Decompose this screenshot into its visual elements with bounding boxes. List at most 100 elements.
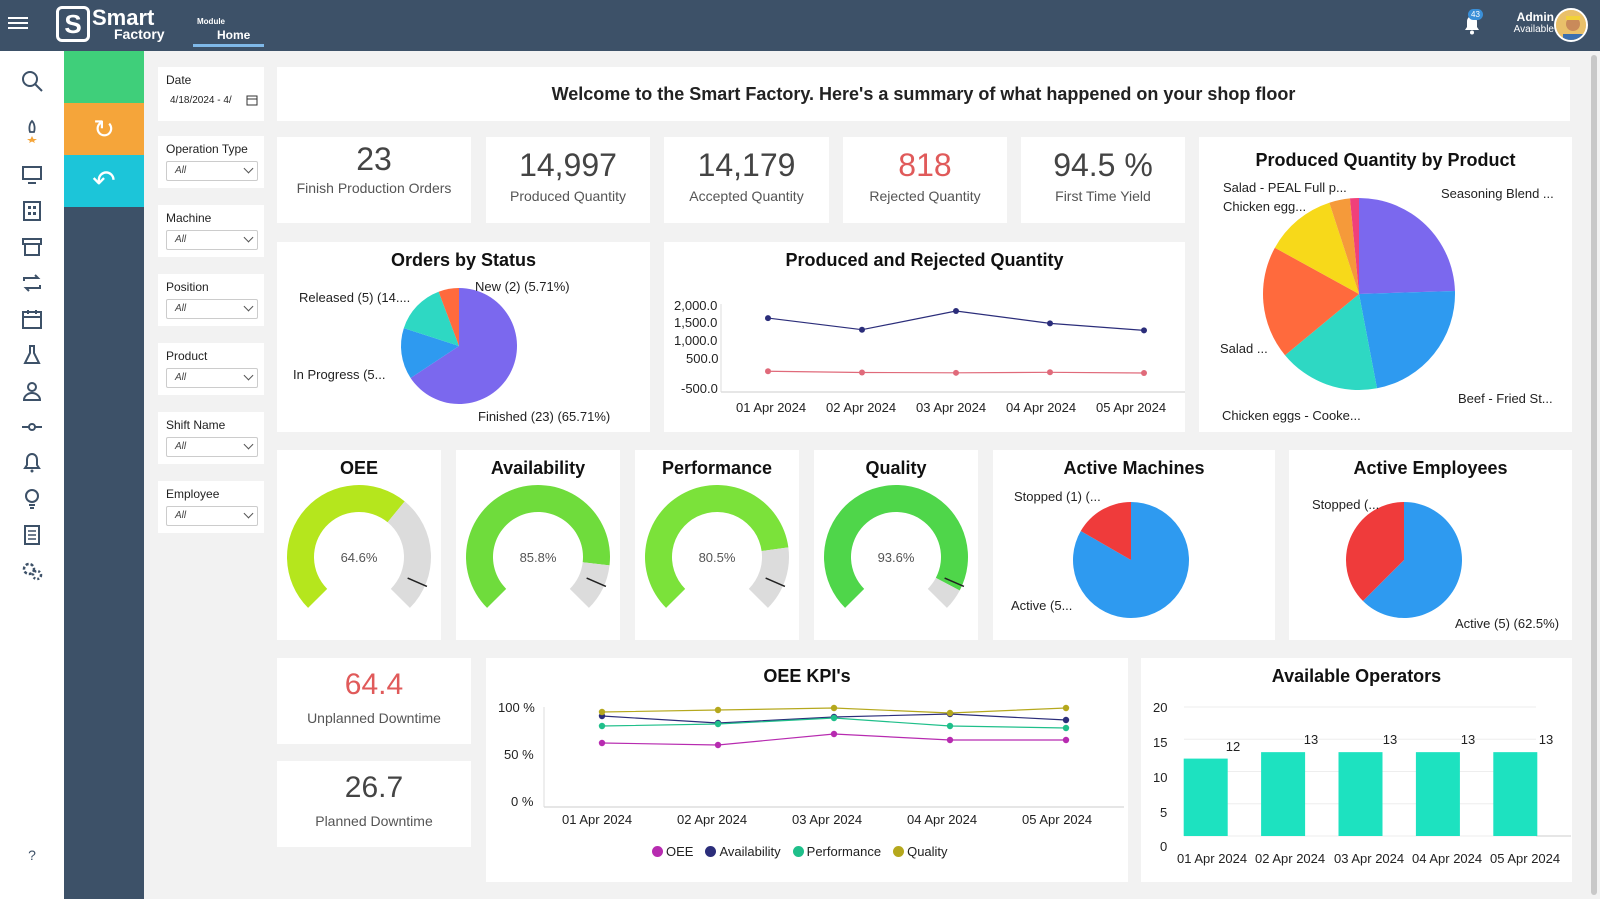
availability-gauge-card: Availability 85.8% — [456, 450, 620, 640]
pie-label-finished: Finished (23) (65.71%) — [478, 409, 611, 424]
repeat-icon[interactable] — [20, 271, 44, 295]
legend-item-availability[interactable]: Availability — [705, 844, 781, 859]
chart-title: OEE KPI's — [763, 666, 851, 686]
app-logo[interactable]: S Smart Factory — [56, 6, 165, 42]
date-range-input[interactable]: 4/18/2024 - 4/ — [166, 92, 258, 109]
kpi-caption: Rejected Quantity — [869, 188, 981, 204]
kpi-produced-quantity: 14,997 Produced Quantity — [486, 137, 650, 223]
kpi-planned-downtime: 26.7 Planned Downtime — [277, 761, 471, 847]
gauge-target-marker — [944, 577, 965, 588]
kpi-caption: Planned Downtime — [315, 813, 433, 829]
pie-slice — [410, 288, 517, 404]
data-point — [714, 741, 722, 749]
kpi-caption: Unplanned Downtime — [307, 710, 441, 726]
building-icon[interactable] — [20, 199, 44, 223]
bell-icon[interactable] — [20, 451, 44, 475]
back-button[interactable]: ↶ — [64, 155, 144, 207]
gauge-value: 93.6% — [877, 550, 915, 565]
x-tick: 01 Apr 2024 — [562, 812, 633, 827]
data-point — [830, 704, 838, 712]
pie-label-new: New (2) (5.71%) — [475, 279, 570, 294]
active-employees-chart — [1346, 502, 1462, 618]
pie-label-in-progress: In Progress (5... — [293, 367, 386, 382]
chart-legend: OEE Availability Performance Quality — [652, 844, 948, 859]
gauge-remaining-arc — [569, 562, 610, 608]
gauge-remaining-arc — [387, 501, 431, 608]
shift-name-select[interactable]: All — [166, 437, 258, 457]
data-point — [598, 739, 606, 747]
lightbulb-icon[interactable] — [20, 487, 44, 511]
x-tick: 01 Apr 2024 — [1177, 851, 1248, 866]
pie-label: Salad - PEAL Full p... — [1223, 180, 1347, 195]
scrollbar-thumb[interactable] — [1591, 55, 1597, 895]
quick-action-green[interactable] — [64, 51, 144, 103]
rocket-icon[interactable] — [20, 119, 44, 143]
chart-title: Quality — [865, 458, 927, 478]
flask-icon[interactable] — [20, 343, 44, 367]
pie-slice — [1285, 294, 1377, 390]
pie-slice — [1329, 198, 1359, 294]
pie-slice — [1359, 198, 1455, 294]
bar — [1261, 752, 1306, 836]
calendar-icon[interactable] — [246, 94, 258, 106]
y-tick: 10 — [1153, 770, 1168, 785]
user-status: Available — [1513, 24, 1554, 35]
document-icon[interactable] — [20, 523, 44, 547]
kpi-value: 26.7 — [344, 771, 404, 804]
monitor-icon[interactable] — [20, 163, 44, 187]
chevron-down-icon — [243, 301, 254, 312]
pie-slice — [438, 288, 459, 346]
legend-dot — [705, 846, 717, 857]
employee-select[interactable]: All — [166, 506, 258, 526]
user-info[interactable]: Admin Available — [1498, 10, 1554, 35]
data-point — [946, 722, 954, 730]
pie-label: Seasoning Blend ... — [1441, 186, 1554, 201]
bar-data-label: 13 — [1303, 732, 1319, 747]
machine-select[interactable]: All — [166, 230, 258, 250]
legend-item-oee[interactable]: OEE — [652, 844, 693, 859]
pie-slice — [1349, 198, 1359, 294]
users-icon[interactable] — [20, 379, 44, 403]
legend-item-quality[interactable]: Quality — [893, 844, 948, 859]
hamburger-menu-icon[interactable] — [8, 14, 28, 34]
position-select[interactable]: All — [166, 299, 258, 319]
archive-icon[interactable] — [20, 235, 44, 259]
gauge-value-arc — [645, 485, 789, 608]
pie-slice — [403, 291, 459, 346]
available-operators-chart — [1183, 706, 1571, 837]
help-icon[interactable]: ? — [28, 847, 36, 863]
page-scrollbar[interactable] — [1588, 51, 1600, 899]
pie-slice — [1274, 202, 1359, 294]
legend-dot — [652, 846, 663, 857]
legend-item-performance[interactable]: Performance — [792, 844, 881, 859]
gears-icon[interactable] — [20, 559, 44, 583]
calendar-icon[interactable] — [20, 307, 44, 331]
chevron-down-icon — [243, 439, 254, 450]
refresh-button[interactable]: ↻ — [64, 103, 144, 155]
produced-rejected-card: Produced and Rejected Quantity 2,000.0 1… — [664, 242, 1185, 432]
kpi-value: 64.4 — [344, 668, 404, 701]
avatar[interactable] — [1554, 8, 1588, 42]
filter-label: Position — [166, 280, 209, 294]
gauge-target-marker — [586, 577, 607, 588]
operation-type-select[interactable]: All — [166, 161, 258, 181]
pie-label: Salad ... — [1220, 341, 1268, 356]
bar-data-label: 12 — [1225, 739, 1241, 754]
x-tick: 02 Apr 2024 — [1255, 851, 1326, 866]
oee-gauge — [287, 485, 431, 608]
kpi-unplanned-downtime: 64.4 Unplanned Downtime — [277, 658, 471, 744]
filter-label: Employee — [166, 487, 220, 501]
filter-label: Date — [166, 73, 192, 87]
product-select[interactable]: All — [166, 368, 258, 388]
module-selector[interactable]: Module Home — [193, 17, 265, 47]
refresh-icon: ↻ — [93, 114, 115, 144]
git-commit-icon[interactable] — [20, 415, 44, 439]
data-point — [830, 730, 838, 738]
search-icon[interactable] — [20, 69, 44, 93]
sidebar: ? — [0, 51, 64, 899]
welcome-banner: Welcome to the Smart Factory. Here's a s… — [277, 67, 1570, 121]
chart-title: Produced and Rejected Quantity — [785, 250, 1064, 270]
chart-title: Produced Quantity by Product — [1255, 150, 1516, 170]
data-point — [953, 369, 959, 376]
data-point — [830, 714, 838, 722]
